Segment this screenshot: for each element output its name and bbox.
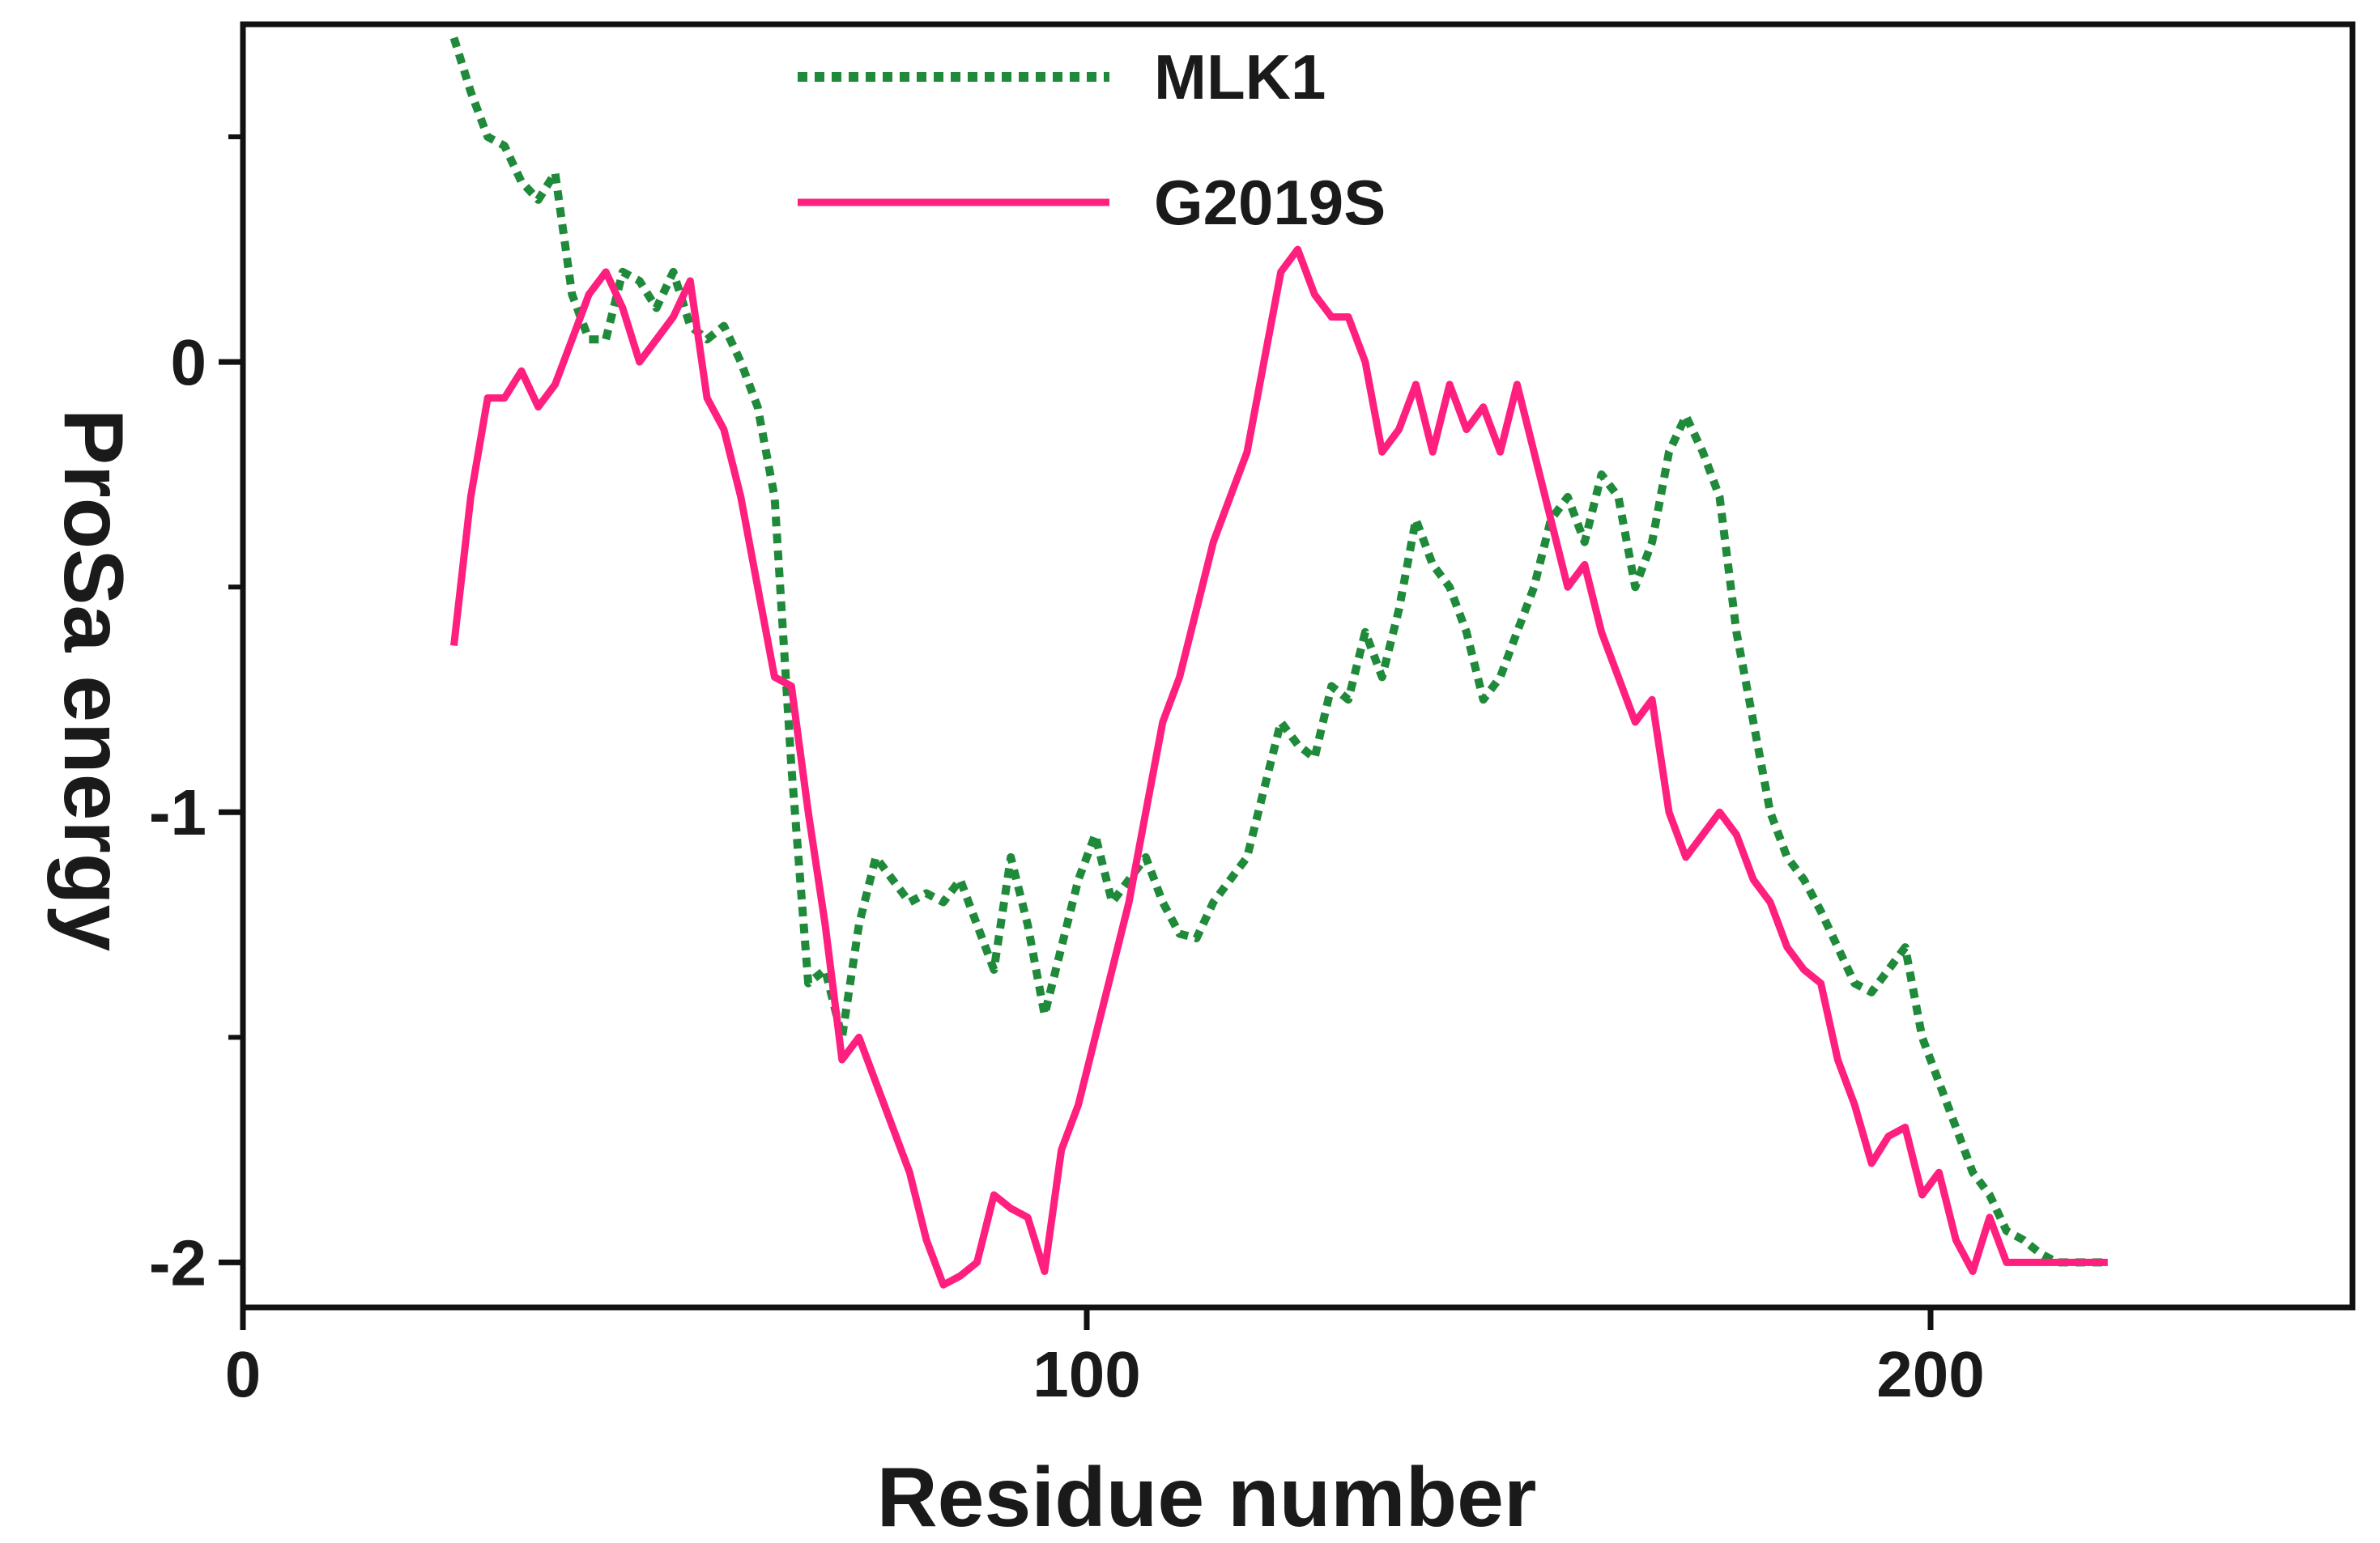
- series-line-g2019s: [450, 245, 2108, 1289]
- plot-area-border: [240, 21, 2356, 1311]
- legend-label-g2019s: G2019S: [1154, 167, 1386, 238]
- legend: MLK1 G2019S: [798, 41, 1386, 238]
- y-axis-title: ProSa energy: [46, 409, 140, 952]
- series-line-mlk1: [449, 36, 2108, 1267]
- y-tick-label: 0: [171, 326, 207, 398]
- y-tick-label: -2: [149, 1226, 206, 1299]
- series-layer: [449, 36, 2108, 1289]
- x-tick-label: 200: [1876, 1338, 1984, 1410]
- x-tick-label: 0: [225, 1338, 262, 1410]
- y-tick-label: -1: [149, 776, 206, 848]
- plot-frame: [240, 21, 2356, 1311]
- legend-label-mlk1: MLK1: [1154, 41, 1326, 113]
- ticks-layer: 0 100 200 -2 -1 0: [149, 134, 1985, 1410]
- x-tick-label: 100: [1032, 1338, 1140, 1410]
- x-axis-title: Residue number: [877, 1451, 1537, 1543]
